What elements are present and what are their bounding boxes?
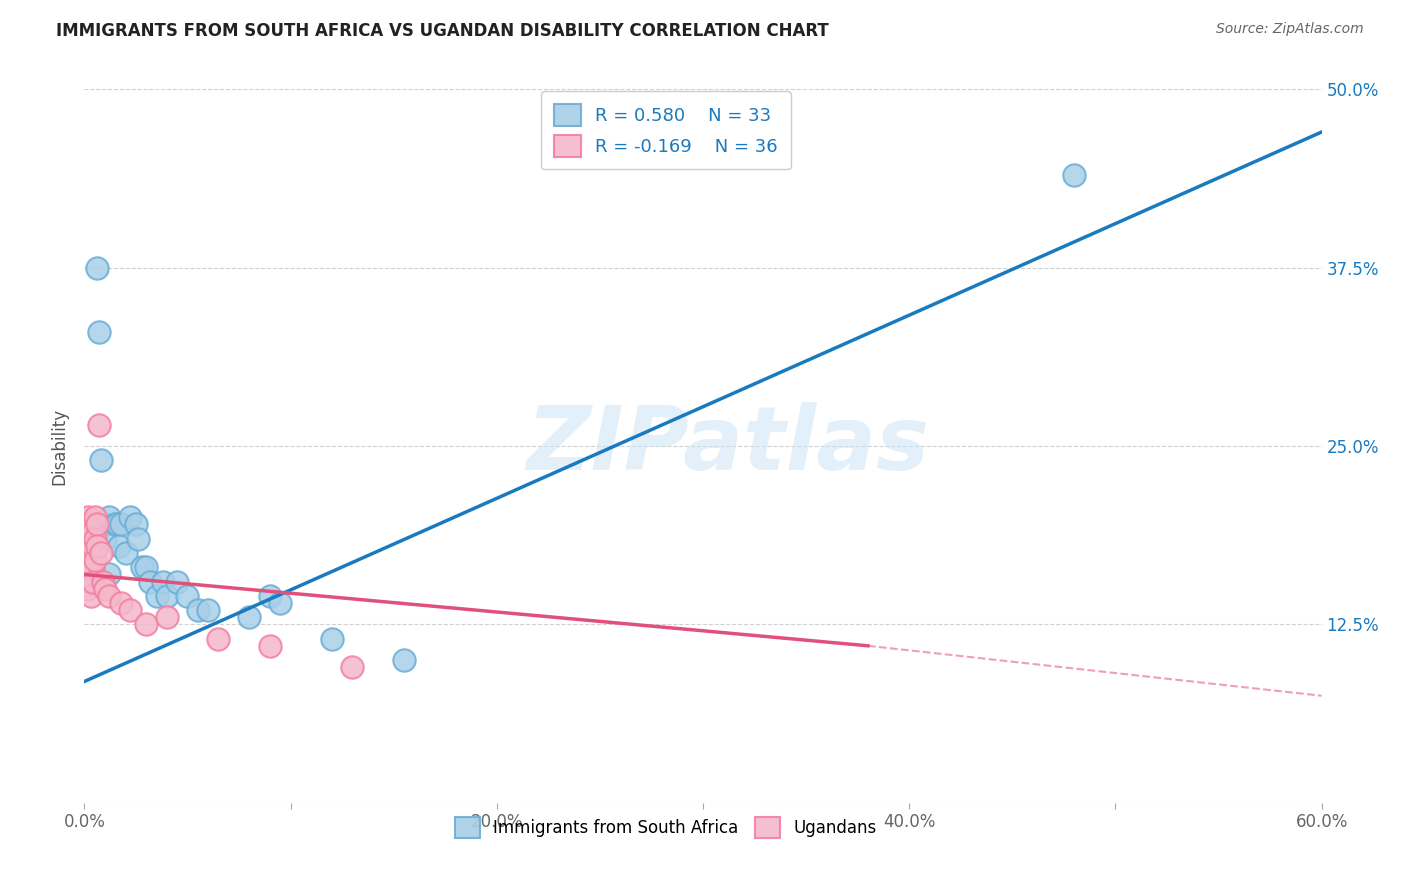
Ugandans [83,532,105,546]
Immigrants from South Africa [1063,168,1085,182]
Immigrants from South Africa [238,610,260,624]
Immigrants from South Africa [259,589,281,603]
Ugandans [98,589,121,603]
Immigrants from South Africa [79,524,101,539]
Immigrants from South Africa [104,517,127,532]
Ugandans [110,596,132,610]
Immigrants from South Africa [114,546,136,560]
Immigrants from South Africa [105,517,128,532]
Immigrants from South Africa [176,589,198,603]
Text: IMMIGRANTS FROM SOUTH AFRICA VS UGANDAN DISABILITY CORRELATION CHART: IMMIGRANTS FROM SOUTH AFRICA VS UGANDAN … [56,22,830,40]
Ugandans [79,532,101,546]
Immigrants from South Africa [90,453,112,467]
Immigrants from South Africa [197,603,219,617]
Immigrants from South Africa [156,589,179,603]
Ugandans [79,517,101,532]
Immigrants from South Africa [131,560,153,574]
Ugandans [77,582,100,596]
Ugandans [79,574,101,589]
Immigrants from South Africa [321,632,343,646]
Ugandans [77,524,100,539]
Ugandans [82,560,104,574]
Text: ZIPatlas: ZIPatlas [526,402,929,490]
Ugandans [77,567,100,582]
Immigrants from South Africa [152,574,174,589]
Ugandans [75,517,97,532]
Immigrants from South Africa [139,574,162,589]
Immigrants from South Africa [98,510,121,524]
Ugandans [91,574,114,589]
Ugandans [118,603,141,617]
Immigrants from South Africa [166,574,188,589]
Immigrants from South Africa [135,560,157,574]
Ugandans [135,617,157,632]
Ugandans [342,660,364,674]
Immigrants from South Africa [108,539,131,553]
Immigrants from South Africa [82,567,104,582]
Immigrants from South Africa [118,510,141,524]
Immigrants from South Africa [94,517,117,532]
Immigrants from South Africa [187,603,209,617]
Immigrants from South Africa [125,517,148,532]
Immigrants from South Africa [127,532,149,546]
Immigrants from South Africa [145,589,167,603]
Immigrants from South Africa [94,532,117,546]
Ugandans [79,589,101,603]
Ugandans [79,546,101,560]
Ugandans [77,510,100,524]
Ugandans [75,546,97,560]
Ugandans [87,417,110,432]
Immigrants from South Africa [98,567,121,582]
Ugandans [82,574,104,589]
Immigrants from South Africa [269,596,291,610]
Ugandans [259,639,281,653]
Immigrants from South Africa [86,260,108,275]
Ugandans [83,510,105,524]
Text: Source: ZipAtlas.com: Source: ZipAtlas.com [1216,22,1364,37]
Ugandans [207,632,229,646]
Y-axis label: Disability: Disability [51,408,69,484]
Ugandans [86,539,108,553]
Ugandans [77,539,100,553]
Ugandans [82,524,104,539]
Ugandans [83,553,105,567]
Ugandans [79,560,101,574]
Ugandans [86,517,108,532]
Immigrants from South Africa [392,653,415,667]
Ugandans [82,539,104,553]
Immigrants from South Africa [110,517,132,532]
Ugandans [90,546,112,560]
Ugandans [75,532,97,546]
Ugandans [77,553,100,567]
Immigrants from South Africa [87,325,110,339]
Ugandans [156,610,179,624]
Ugandans [94,582,117,596]
Legend: Immigrants from South Africa, Ugandans: Immigrants from South Africa, Ugandans [449,811,883,845]
